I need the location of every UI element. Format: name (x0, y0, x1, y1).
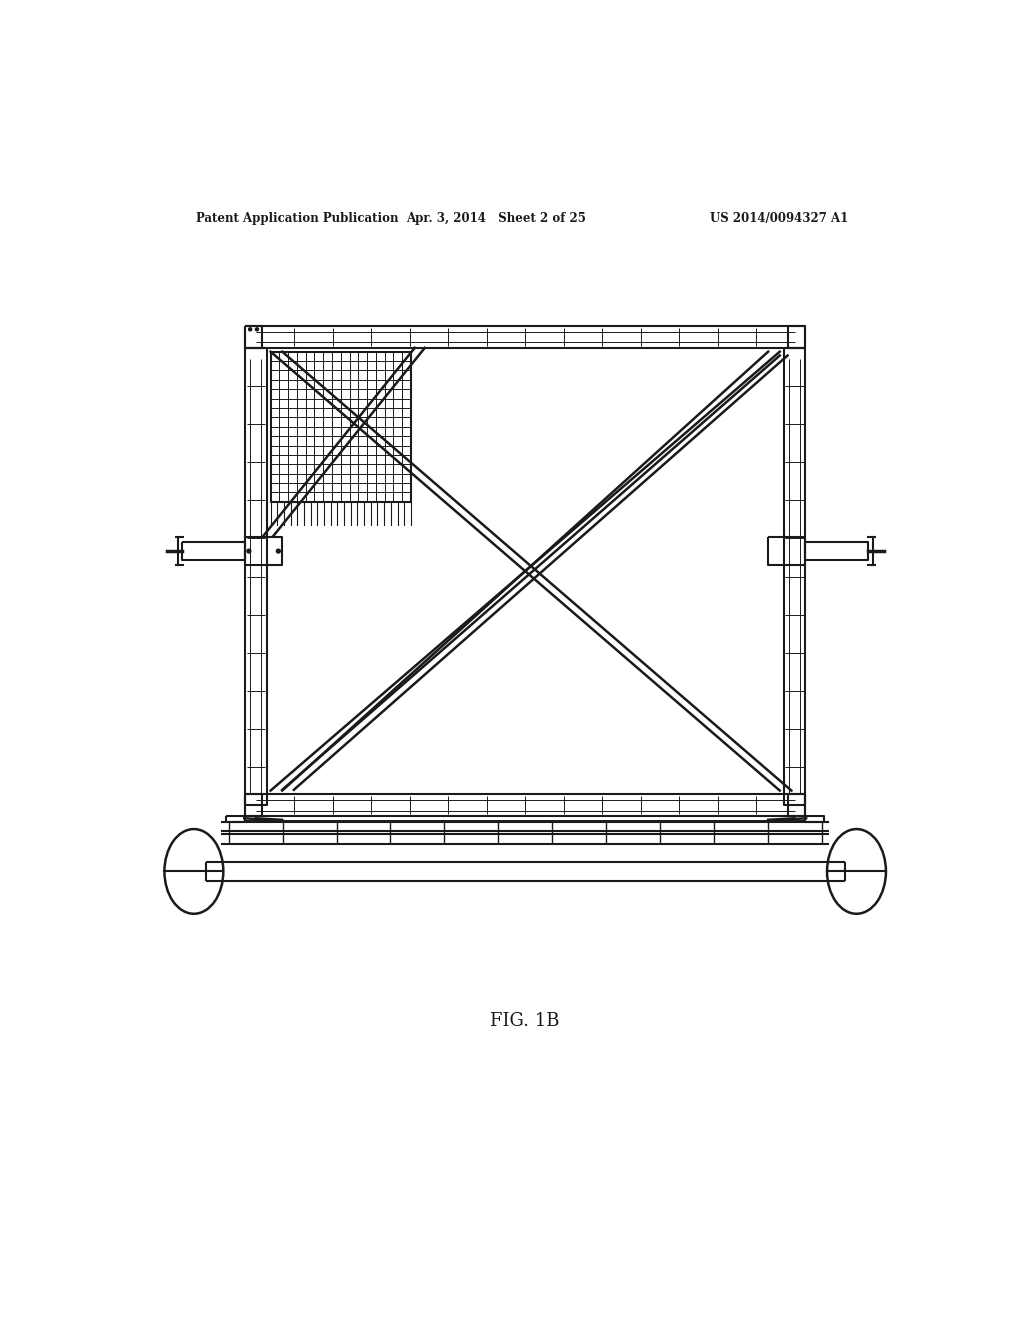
Circle shape (247, 549, 251, 553)
Ellipse shape (827, 829, 886, 913)
Ellipse shape (165, 829, 223, 913)
Text: FIG. 1B: FIG. 1B (490, 1012, 559, 1030)
Circle shape (255, 327, 258, 331)
Circle shape (276, 549, 281, 553)
Circle shape (249, 327, 252, 331)
Text: Patent Application Publication: Patent Application Publication (197, 213, 398, 224)
Text: US 2014/0094327 A1: US 2014/0094327 A1 (711, 213, 849, 224)
Text: Apr. 3, 2014   Sheet 2 of 25: Apr. 3, 2014 Sheet 2 of 25 (407, 213, 586, 224)
